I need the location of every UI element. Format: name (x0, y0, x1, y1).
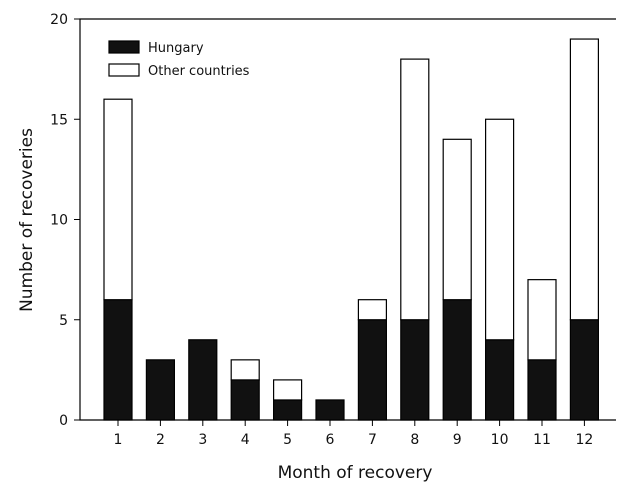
bar-other-countries-month-11 (527, 279, 557, 361)
y-axis-label: Number of recoveries (17, 128, 37, 312)
bar-hungary-month-10 (485, 339, 515, 421)
x-tick-label-5: 5 (283, 432, 292, 448)
x-axis-label: Month of recovery (278, 463, 433, 483)
x-tick-label-3: 3 (198, 432, 207, 448)
bar-other-countries-month-5 (273, 379, 303, 401)
bar-hungary-month-8 (400, 319, 430, 421)
bar-hungary-month-11 (527, 359, 557, 421)
y-tick-label-5: 5 (59, 313, 68, 329)
x-tick-label-1: 1 (114, 432, 123, 448)
bar-other-countries-month-7 (357, 299, 387, 321)
legend-swatch-other-countries (108, 63, 140, 77)
bar-hungary-month-4 (230, 379, 260, 421)
legend-label-other-countries: Other countries (148, 64, 250, 79)
legend: Hungary Other countries (108, 40, 250, 79)
x-tick-label-11: 11 (533, 432, 551, 448)
x-tick-label-12: 12 (575, 432, 593, 448)
bar-hungary-month-6 (315, 399, 345, 421)
bar-hungary-month-1 (103, 299, 133, 421)
bar-hungary-month-9 (442, 299, 472, 421)
bar-other-countries-month-1 (103, 98, 133, 301)
y-tick-label-15: 15 (50, 112, 68, 128)
bar-hungary-month-7 (357, 319, 387, 421)
bar-hungary-month-2 (145, 359, 175, 421)
bar-hungary-month-5 (273, 399, 303, 421)
x-tick-label-8: 8 (410, 432, 419, 448)
bar-other-countries-month-4 (230, 359, 260, 381)
y-axis-ticks: 0 5 10 15 20 (50, 12, 80, 429)
legend-swatch-hungary (108, 40, 140, 54)
bar-hungary-month-12 (569, 319, 600, 421)
x-tick-label-2: 2 (156, 432, 165, 448)
legend-label-hungary: Hungary (148, 41, 204, 56)
bar-other-countries-month-12 (569, 38, 600, 321)
x-tick-label-9: 9 (453, 432, 462, 448)
bar-other-countries-month-8 (400, 58, 430, 321)
bar-other-countries-month-9 (442, 138, 472, 301)
x-tick-label-10: 10 (491, 432, 509, 448)
bar-hungary-month-3 (188, 339, 218, 421)
y-tick-label-10: 10 (50, 213, 68, 229)
x-tick-label-4: 4 (241, 432, 250, 448)
x-tick-label-6: 6 (326, 432, 335, 448)
x-axis-ticks: 1 2 3 4 5 6 7 8 9 10 11 12 (114, 420, 593, 448)
x-tick-label-7: 7 (368, 432, 377, 448)
bar-other-countries-month-10 (485, 118, 515, 341)
y-tick-label-0: 0 (59, 413, 68, 429)
y-tick-label-20: 20 (50, 12, 68, 28)
bars (103, 38, 600, 421)
